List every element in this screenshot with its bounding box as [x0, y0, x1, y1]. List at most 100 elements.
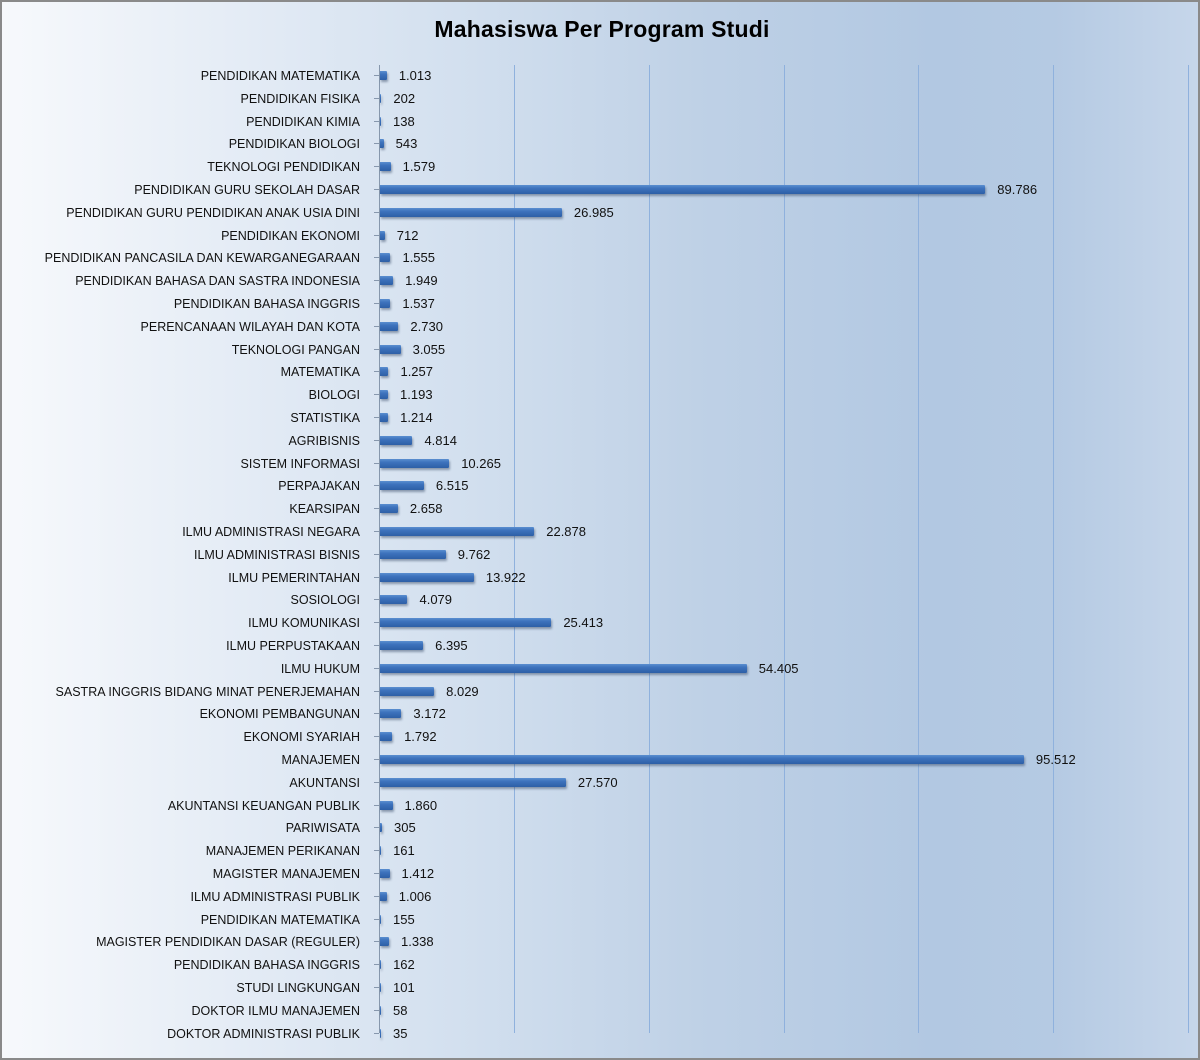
axis-tick — [374, 850, 379, 852]
axis-tick — [374, 964, 379, 966]
bar — [380, 504, 398, 514]
data-label: 8.029 — [446, 683, 479, 699]
axis-tick — [374, 508, 379, 510]
category-label: PENDIDIKAN BAHASA INGGRIS — [173, 297, 360, 311]
data-label: 3.172 — [413, 706, 446, 722]
bar — [380, 960, 382, 970]
plot-area: 1.013 202 138 543 1.579 89.786 26.985 712 1.555 1… — [374, 65, 1189, 1041]
bar — [380, 344, 401, 354]
bar-row: 162 — [374, 954, 1188, 976]
bar — [380, 253, 391, 263]
bar-row: 89.786 — [374, 179, 1188, 201]
axis-tick — [374, 713, 379, 715]
category-label: EKONOMI PEMBANGUNAN — [199, 707, 360, 722]
data-label: 1.257 — [400, 364, 434, 380]
bar-row: 305 — [374, 817, 1188, 839]
data-label: 305 — [394, 820, 416, 836]
axis-tick — [374, 941, 379, 943]
bar-row: 10.265 — [374, 453, 1188, 475]
bar — [380, 618, 552, 628]
category-label: AGRIBISNIS — [288, 433, 360, 448]
axis-tick — [374, 280, 379, 282]
gridline — [1188, 65, 1189, 1033]
category-label: PENDIDIKAN GURU PENDIDIKAN ANAK USIA DIN… — [66, 205, 360, 220]
bar — [380, 709, 402, 719]
bar-row: 1.013 — [374, 65, 1188, 87]
category-label: PENDIDIKAN KIMIA — [246, 114, 360, 129]
axis-tick — [374, 143, 379, 145]
axis-tick — [374, 918, 379, 920]
category-label: ILMU ADMINISTRASI BISNIS — [193, 547, 360, 562]
category-label: ILMU PERPUSTAKAAN — [226, 639, 360, 653]
bar — [380, 162, 391, 172]
category-label: SOSIOLOGI — [290, 593, 360, 608]
category-label: BIOLOGI — [308, 388, 360, 403]
bar-row: 4.079 — [374, 589, 1188, 611]
bar-row: 712 — [374, 225, 1188, 247]
bar — [380, 777, 566, 787]
data-label: 6.515 — [435, 478, 469, 494]
axis-tick — [374, 1009, 379, 1011]
bar-row: 1.193 — [374, 384, 1188, 406]
axis-tick — [374, 75, 379, 76]
data-label: 95.512 — [1035, 752, 1076, 767]
category-label: AKUNTANSI KEUANGAN PUBLIK — [167, 798, 360, 813]
data-label: 58 — [393, 1002, 408, 1018]
category-label: MANAJEMEN — [281, 753, 360, 767]
data-label: 3.055 — [412, 341, 446, 357]
category-label: TEKNOLOGI PENDIDIKAN — [207, 160, 360, 175]
bar — [380, 846, 382, 856]
axis-tick — [374, 781, 379, 783]
bar — [380, 458, 450, 468]
category-label: ILMU ADMINISTRASI NEGARA — [182, 525, 360, 539]
axis-tick — [374, 371, 379, 373]
bar-row: 1.257 — [374, 361, 1188, 383]
data-label: 10.265 — [461, 455, 501, 471]
bar — [380, 937, 390, 947]
axis-tick — [374, 485, 379, 487]
data-label: 13.922 — [485, 569, 526, 585]
data-label: 4.814 — [424, 432, 457, 448]
data-label: 162 — [393, 957, 415, 973]
bar-row: 9.762 — [374, 544, 1188, 566]
bar — [380, 549, 446, 559]
data-label: 1.949 — [405, 273, 438, 289]
bar-row: 1.338 — [374, 931, 1188, 953]
axis-tick — [374, 97, 379, 99]
data-label: 25.413 — [563, 615, 604, 631]
data-label: 22.878 — [546, 524, 586, 539]
data-label: 9.762 — [457, 546, 491, 562]
axis-tick — [374, 804, 379, 806]
data-label: 1.338 — [401, 934, 434, 950]
category-label: PENDIDIKAN BAHASA DAN SASTRA INDONESIA — [75, 274, 360, 289]
bar — [380, 321, 399, 331]
chart-title: Mahasiswa Per Program Studi — [434, 16, 770, 42]
axis-tick — [374, 1032, 379, 1034]
bar-row: 8.029 — [374, 681, 1188, 703]
bar-row: 1.792 — [374, 726, 1188, 748]
bar — [380, 230, 385, 240]
bar-row: 27.570 — [374, 772, 1188, 794]
bar — [380, 983, 381, 992]
axis-tick — [374, 166, 379, 168]
axis-tick — [374, 303, 379, 304]
bar-row: 138 — [374, 111, 1188, 133]
bar — [380, 595, 408, 605]
bar-row: 58 — [374, 1000, 1188, 1022]
category-label: PARIWISATA — [285, 821, 360, 836]
category-label: PENDIDIKAN MATEMATIKA — [200, 912, 360, 927]
bar — [380, 185, 986, 194]
gridline — [513, 65, 515, 1033]
data-label: 54.405 — [758, 660, 799, 676]
data-label: 26.985 — [573, 204, 614, 220]
bar — [380, 413, 389, 422]
category-label: STUDI LINGKUNGAN — [236, 981, 360, 995]
bar — [380, 755, 1024, 764]
bar-row: 95.512 — [374, 749, 1188, 771]
data-label: 1.006 — [398, 888, 432, 904]
axis-tick — [374, 873, 379, 874]
bar — [380, 686, 435, 696]
bar-row: 3.172 — [374, 703, 1188, 725]
data-label: 1.860 — [404, 797, 438, 813]
